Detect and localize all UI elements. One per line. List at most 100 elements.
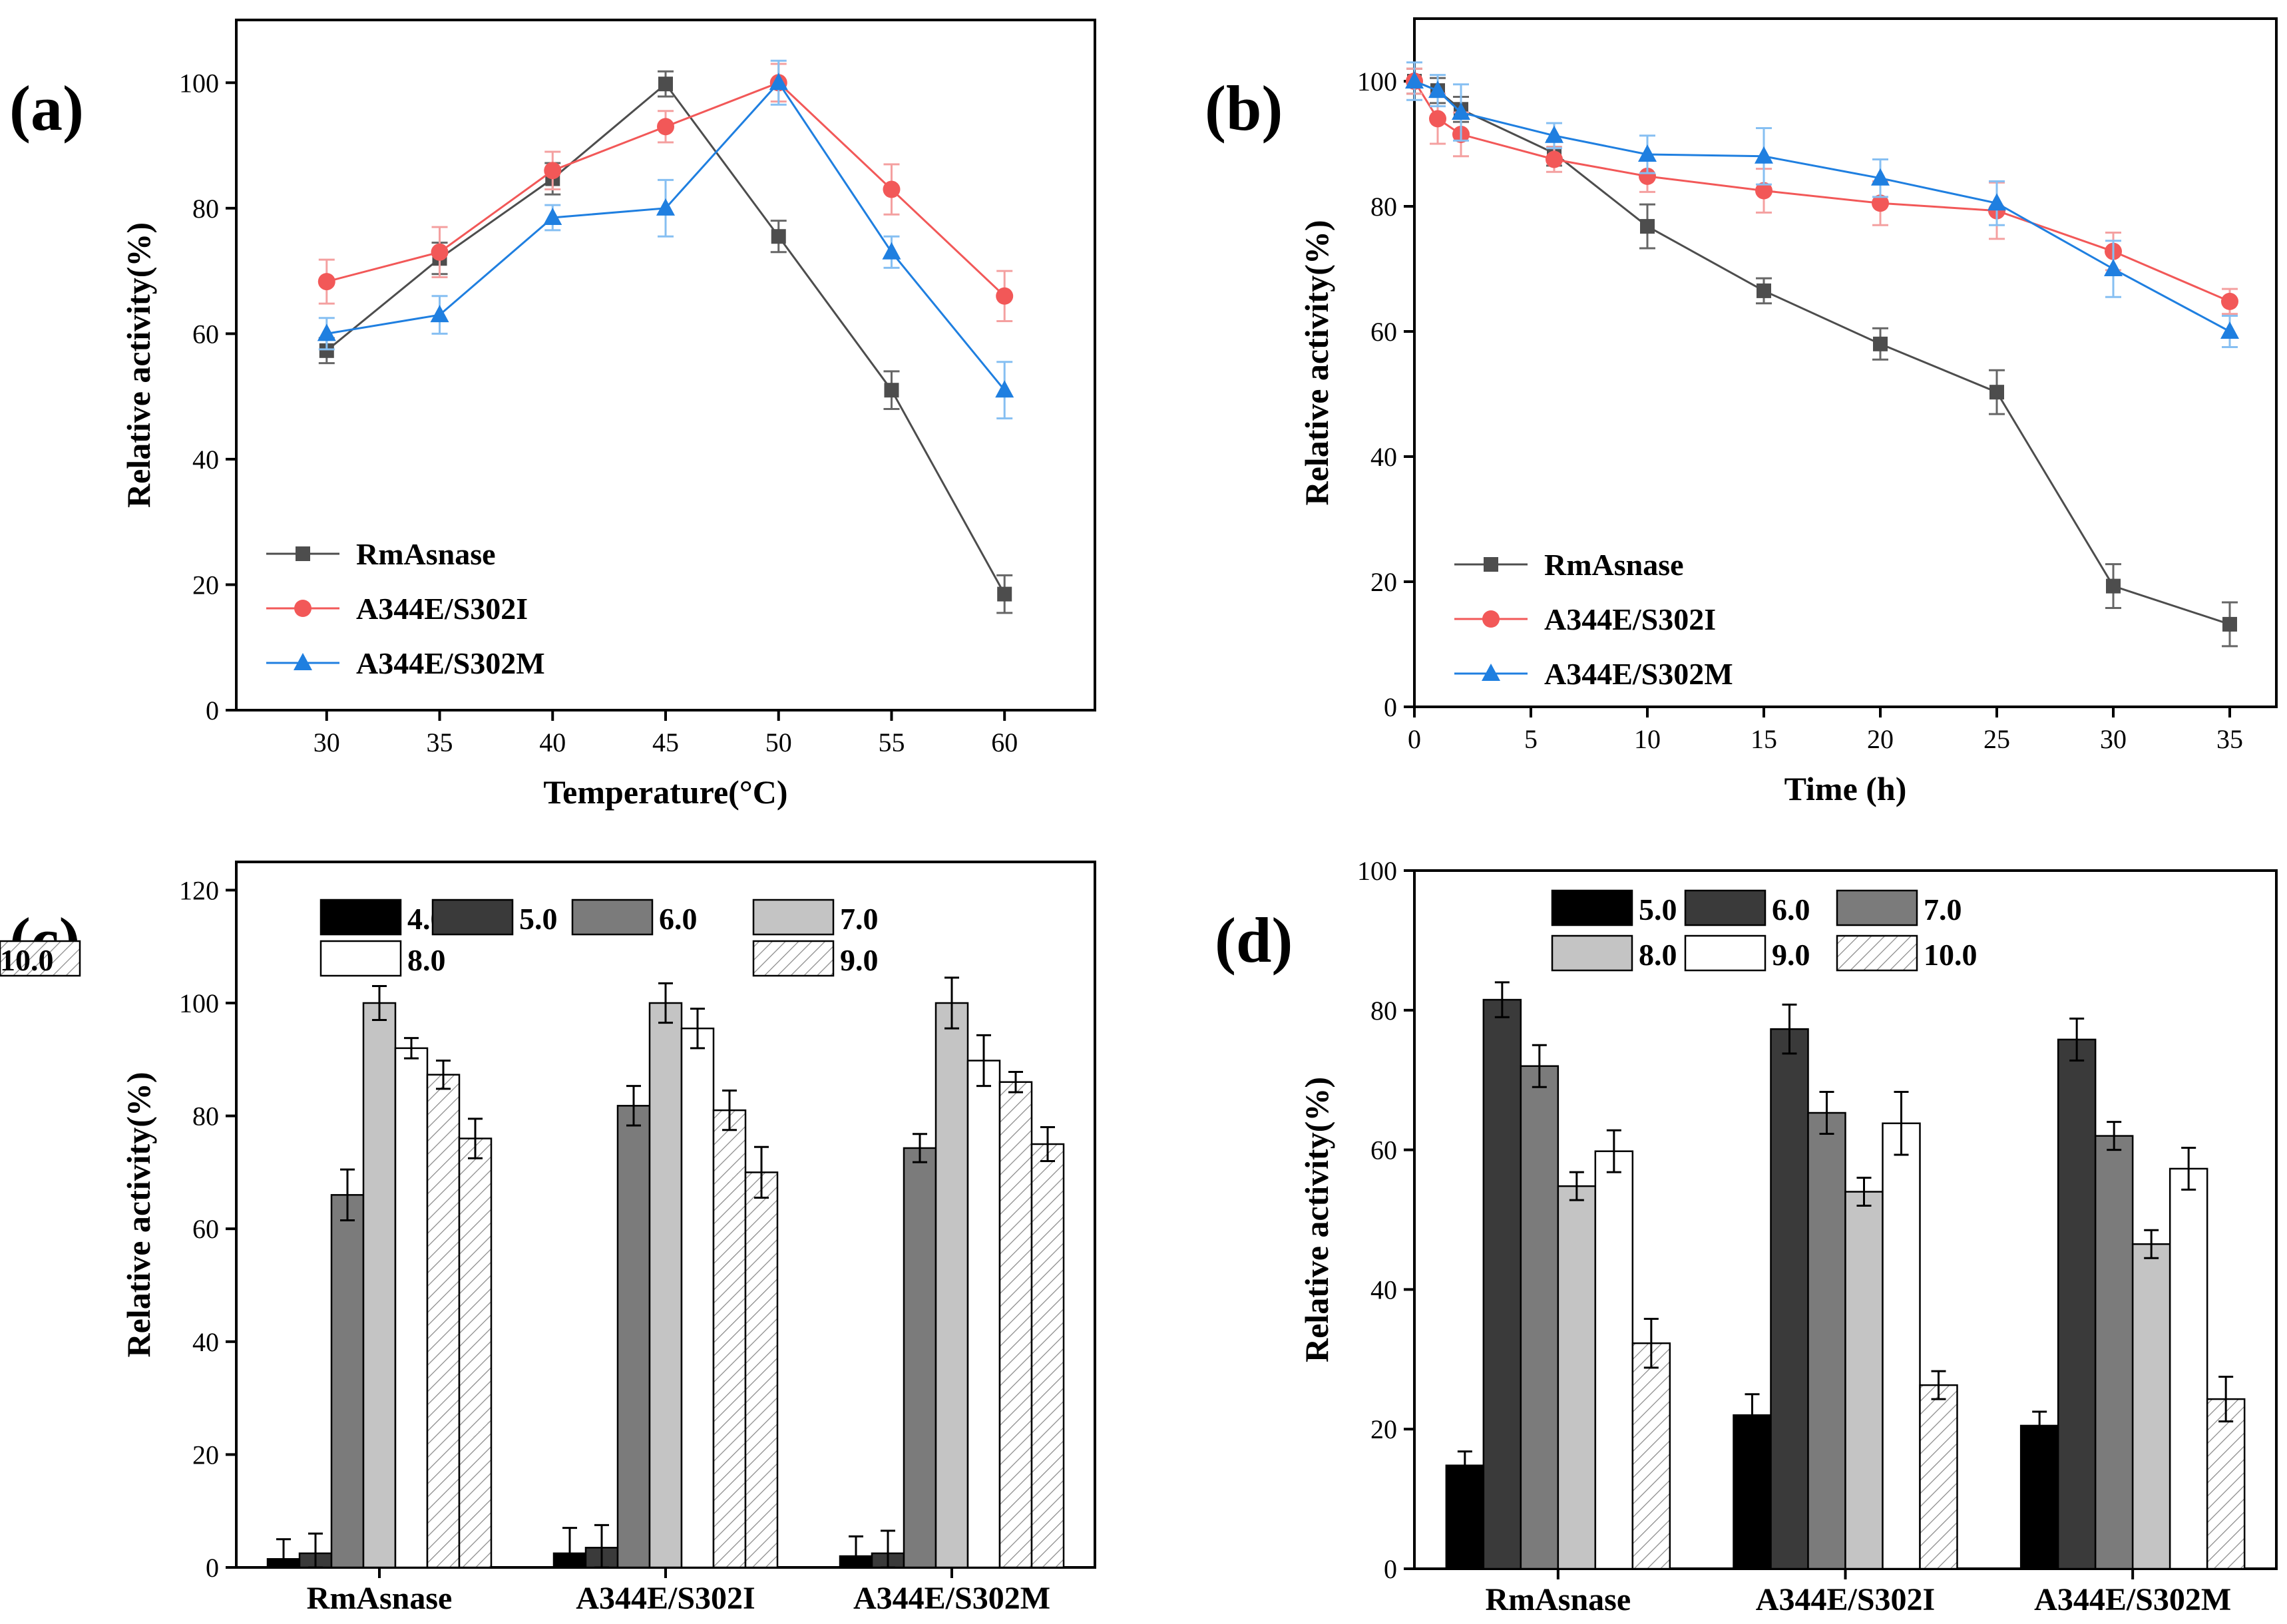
x-axis-title: Time (h) xyxy=(1784,770,1907,807)
legend-swatch xyxy=(1684,934,1767,972)
legend-label: 7.0 xyxy=(840,902,879,936)
legend-swatch xyxy=(752,899,835,936)
y-tick-label: 40 xyxy=(192,1327,219,1357)
data-point-a344e/s302m xyxy=(1638,144,1657,162)
x-tick-label: 15 xyxy=(1751,724,1777,754)
bar-a344e-s302i-ph5-0 xyxy=(1733,1414,1772,1570)
bar-rmasnase-ph6-0 xyxy=(330,1194,365,1569)
y-tick-label: 20 xyxy=(1370,1414,1397,1444)
y-tick-label: 0 xyxy=(206,1553,219,1583)
data-point-a344e/s302m xyxy=(2104,259,2123,276)
legend-marker xyxy=(296,546,310,561)
legend-label: A344E/S302M xyxy=(1544,657,1733,691)
bar-a344e-s302m-ph8-0 xyxy=(2131,1243,2171,1570)
legend-swatch xyxy=(0,940,81,977)
data-point-a344e/s302i xyxy=(544,162,562,180)
bar-a344e-s302i-ph6-0 xyxy=(1770,1028,1809,1570)
bar-a344e-s302i-ph6-0 xyxy=(616,1105,651,1569)
legend-swatch xyxy=(319,940,402,977)
data-point-rmasnase xyxy=(1640,219,1655,234)
legend-label: A344E/S302I xyxy=(356,592,528,626)
data-point-rmasnase xyxy=(1989,385,2004,400)
plot-frame-1 xyxy=(1413,17,2278,708)
data-point-a344e/s302i xyxy=(883,180,901,198)
bar-rmasnase-ph10-0 xyxy=(1631,1342,1671,1570)
data-point-a344e/s302m xyxy=(1755,146,1773,164)
data-point-a344e/s302i xyxy=(996,287,1014,305)
data-point-a344e/s302i xyxy=(2221,292,2238,310)
series-line-A344E/S302I xyxy=(1413,81,2230,303)
y-tick-label: 40 xyxy=(1370,1275,1397,1305)
category-label: A344E/S302I xyxy=(576,1581,755,1616)
data-point-a344e/s302m xyxy=(1987,193,2006,211)
y-tick-label: 80 xyxy=(192,1102,219,1131)
legend-swatch xyxy=(571,899,654,936)
y-tick-label: 100 xyxy=(1357,67,1397,97)
bar-a344e-s302i-ph7-0 xyxy=(648,1002,683,1569)
series-line-RmAsnase xyxy=(1414,80,2230,626)
y-tick-label: 80 xyxy=(1370,996,1397,1026)
y-axis-title: Relative activity(%) xyxy=(1298,1077,1335,1362)
bar-rmasnase-ph7-0 xyxy=(362,1002,397,1569)
panel-label-d: (d) xyxy=(1215,905,1293,976)
legend-label: 8.0 xyxy=(1639,938,1677,972)
data-point-a344e/s302m xyxy=(543,207,562,225)
y-tick-label: 100 xyxy=(1357,856,1397,886)
bar-rmasnase-ph8-0 xyxy=(1557,1185,1597,1570)
legend-label: 5.0 xyxy=(1639,893,1677,926)
bar-rmasnase-ph10-0 xyxy=(458,1137,493,1569)
x-tick-label: 35 xyxy=(2216,724,2243,754)
data-point-rmasnase xyxy=(319,343,334,358)
data-point-a344e/s302m xyxy=(656,198,675,216)
bar-a344e-s302m-ph8-0 xyxy=(966,1060,1001,1569)
data-point-rmasnase xyxy=(2106,578,2121,594)
legend-label: 5.0 xyxy=(519,902,558,936)
x-tick-label: 40 xyxy=(539,727,566,757)
category-label: A344E/S302I xyxy=(1756,1582,1935,1617)
y-tick-label: 20 xyxy=(1370,567,1397,597)
data-point-a344e/s302m xyxy=(995,380,1014,398)
legend-label: 6.0 xyxy=(1772,893,1810,926)
y-tick-label: 80 xyxy=(1370,192,1397,222)
bar-a344e-s302i-ph9-0 xyxy=(1882,1122,1921,1570)
y-tick-label: 100 xyxy=(179,68,219,98)
x-tick-label: 45 xyxy=(652,727,679,757)
bar-rmasnase-ph7-0 xyxy=(1520,1065,1559,1570)
data-point-a344e/s302i xyxy=(1872,194,1889,212)
bar-rmasnase-ph9-0 xyxy=(1594,1150,1634,1570)
data-point-a344e/s302i xyxy=(431,243,449,261)
y-tick-label: 60 xyxy=(1370,317,1397,347)
category-label: A344E/S302M xyxy=(853,1581,1050,1616)
category-label: RmAsnase xyxy=(307,1581,453,1616)
bar-a344e-s302m-ph6-0 xyxy=(2057,1038,2097,1570)
legend-label: 6.0 xyxy=(659,902,698,936)
x-tick-label: 25 xyxy=(1983,724,2010,754)
x-tick-label: 30 xyxy=(313,727,340,757)
y-axis-title: Relative activity(%) xyxy=(1298,220,1335,505)
y-tick-label: 20 xyxy=(192,1440,219,1470)
data-point-rmasnase xyxy=(771,229,786,244)
bar-a344e-s302m-ph6-0 xyxy=(903,1147,937,1569)
legend-swatch xyxy=(431,899,514,936)
bar-a344e-s302m-ph9-0 xyxy=(998,1081,1033,1569)
legend-label: 9.0 xyxy=(1772,938,1810,972)
legend-label: A344E/S302M xyxy=(356,646,545,680)
bar-rmasnase-ph8-0 xyxy=(394,1047,429,1569)
legend-swatch xyxy=(1836,889,1918,926)
data-point-a344e/s302m xyxy=(1871,168,1890,186)
bar-a344e-s302m-ph10-0 xyxy=(2206,1398,2246,1570)
legend-label: 8.0 xyxy=(407,943,446,977)
y-tick-label: 40 xyxy=(192,445,219,475)
bar-a344e-s302i-ph10-0 xyxy=(1919,1384,1958,1570)
data-point-rmasnase xyxy=(2222,616,2237,632)
data-point-rmasnase xyxy=(997,586,1012,602)
category-label: A344E/S302M xyxy=(2034,1582,2231,1617)
bar-a344e-s302m-ph5-0 xyxy=(2019,1424,2059,1570)
legend-swatch xyxy=(1836,934,1918,972)
legend-label: 10.0 xyxy=(0,943,54,977)
bar-a344e-s302i-ph10-0 xyxy=(744,1171,779,1569)
y-tick-label: 80 xyxy=(192,194,219,224)
y-tick-label: 40 xyxy=(1370,442,1397,472)
legend-label: RmAsnase xyxy=(356,537,496,571)
legend-label: RmAsnase xyxy=(1544,548,1684,582)
